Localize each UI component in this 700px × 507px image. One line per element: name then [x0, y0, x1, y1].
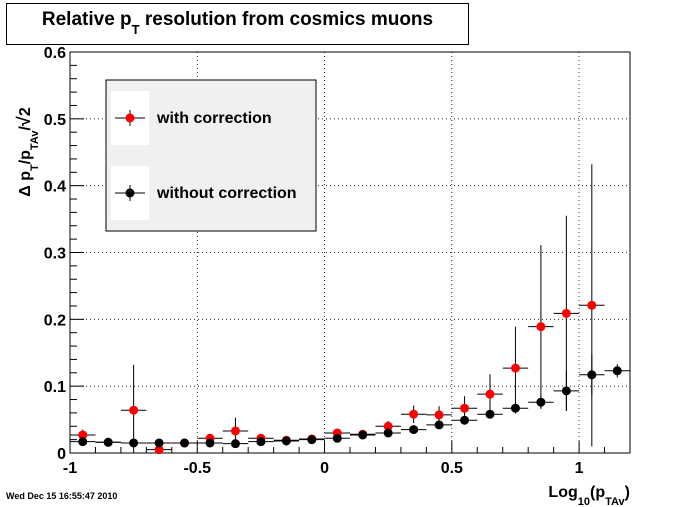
y-tick-label: 0.6 [44, 45, 66, 62]
x-tick-label: 0.5 [441, 460, 463, 477]
data-point [460, 403, 470, 413]
data-point [383, 428, 393, 438]
series-without-correction [70, 354, 630, 449]
data-point [587, 370, 597, 380]
chart-title: Relative pT resolution from cosmics muon… [41, 9, 434, 37]
timestamp-label: Wed Dec 15 16:55:47 2010 [6, 491, 118, 501]
data-point [587, 300, 597, 310]
legend-label: without correction [156, 185, 297, 202]
data-point [510, 403, 520, 413]
data-point [332, 433, 342, 443]
data-point [460, 415, 470, 425]
data-point [230, 426, 240, 436]
y-tick-label: 0.1 [44, 379, 66, 396]
legend: with correction without correction [105, 79, 317, 232]
data-point [485, 409, 495, 419]
data-point [103, 437, 113, 447]
y-tick-label: 0.3 [44, 246, 66, 263]
data-point [536, 397, 546, 407]
data-point [434, 420, 444, 430]
data-point [409, 409, 419, 419]
data-point [612, 366, 622, 376]
x-axis-label: Log10(pTAv) [548, 484, 630, 507]
data-point [205, 438, 215, 448]
y-tick-label: 0 [57, 446, 66, 463]
x-tick-label: 1 [575, 460, 584, 477]
data-point [561, 386, 571, 396]
data-point [129, 405, 139, 415]
y-tick-label: 0.2 [44, 312, 66, 329]
data-point [536, 322, 546, 332]
data-point [230, 439, 240, 449]
legend-marker [125, 188, 135, 198]
data-point [256, 437, 266, 447]
grid-lines [70, 52, 630, 453]
y-axis-label-text: Δ pT/pTAv/√2 [14, 107, 41, 197]
data-point [307, 435, 317, 445]
data-point [78, 437, 88, 447]
data-point [510, 363, 520, 373]
x-tick-label: 0 [320, 460, 329, 477]
data-point [409, 425, 419, 435]
data-point [561, 308, 571, 318]
data-point [154, 438, 164, 448]
data-point [180, 438, 190, 448]
data-point [129, 438, 139, 448]
data-point [485, 389, 495, 399]
legend-marker [125, 113, 135, 123]
legend-label: with correction [156, 110, 272, 127]
x-tick-label: -1 [63, 460, 77, 477]
axes: -1 -0.5 0 0.5 1 0 0.1 0.2 0.3 0.4 0.5 0.6 [44, 45, 631, 477]
data-point [434, 410, 444, 420]
data-point [281, 436, 291, 446]
y-tick-label: 0.5 [44, 112, 66, 129]
x-tick-label: -0.5 [183, 460, 211, 477]
y-axis-label: Δ pT/pTAv/√2 [14, 107, 41, 197]
y-tick-label: 0.4 [44, 179, 66, 196]
chart-title-box: Relative pT resolution from cosmics muon… [6, 3, 469, 45]
data-point [358, 430, 368, 440]
